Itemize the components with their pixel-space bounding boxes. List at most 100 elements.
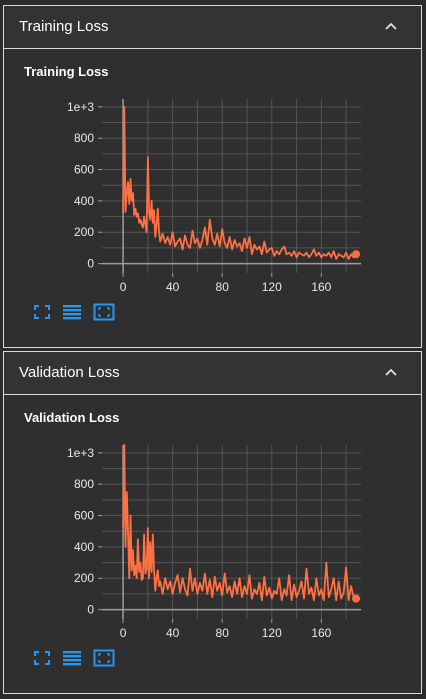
data-point	[341, 255, 342, 256]
data-point	[341, 598, 342, 599]
y-tick-label: 400	[74, 194, 94, 208]
chevron-up-icon[interactable]	[383, 364, 399, 380]
data-point	[137, 213, 138, 214]
data-point	[338, 254, 339, 255]
data-point	[279, 578, 280, 579]
data-point	[331, 257, 332, 258]
data-point	[246, 593, 247, 594]
data-point	[346, 252, 347, 253]
y-tick-label: 0	[87, 257, 94, 271]
data-point	[306, 568, 307, 569]
x-tick-label: 120	[262, 626, 282, 640]
data-point	[214, 244, 215, 245]
data-point	[229, 585, 230, 586]
data-point	[162, 233, 163, 234]
data-point	[134, 575, 135, 576]
data-point	[254, 244, 255, 245]
data-point	[150, 219, 151, 220]
data-point	[214, 576, 215, 577]
data-point	[311, 587, 312, 588]
data-point	[217, 590, 218, 591]
data-point	[202, 590, 203, 591]
data-point	[316, 255, 317, 256]
data-point	[150, 542, 151, 543]
data-point	[122, 527, 123, 528]
y-tick-label: 600	[74, 509, 94, 523]
data-point	[261, 254, 262, 255]
data-point	[175, 246, 176, 247]
list-icon[interactable]	[61, 303, 83, 321]
data-point	[318, 252, 319, 253]
data-point	[147, 527, 148, 528]
data-point	[251, 254, 252, 255]
data-point	[224, 573, 225, 574]
x-tick-label: 40	[166, 626, 180, 640]
data-point	[266, 595, 267, 596]
x-tick-label: 0	[120, 626, 127, 640]
data-point	[239, 578, 240, 579]
data-point	[244, 238, 245, 239]
y-tick-label: 200	[74, 225, 94, 239]
data-point	[274, 590, 275, 591]
data-point	[328, 596, 329, 597]
last-point-marker	[352, 595, 360, 603]
y-tick-label: 600	[74, 163, 94, 177]
data-point	[122, 213, 123, 214]
data-point	[301, 581, 302, 582]
data-point	[266, 252, 267, 253]
data-point	[197, 238, 198, 239]
data-point	[219, 582, 220, 583]
data-point	[184, 589, 185, 590]
data-point	[308, 593, 309, 594]
data-point	[207, 593, 208, 594]
data-point	[343, 257, 344, 258]
data-point	[219, 246, 220, 247]
data-point	[264, 576, 265, 577]
list-icon[interactable]	[61, 649, 83, 667]
data-point	[212, 238, 213, 239]
data-point	[148, 578, 149, 579]
data-point	[125, 211, 126, 212]
data-point	[172, 232, 173, 233]
data-point	[145, 573, 146, 574]
data-point	[244, 585, 245, 586]
data-point	[246, 247, 247, 248]
data-point	[135, 208, 136, 209]
data-point	[158, 230, 159, 231]
fit-domain-icon[interactable]	[93, 303, 115, 321]
data-point	[232, 596, 233, 597]
data-point	[135, 565, 136, 566]
data-point	[124, 444, 125, 445]
y-tick-label: 0	[87, 603, 94, 617]
data-point	[301, 254, 302, 255]
data-point	[199, 247, 200, 248]
fullscreen-icon[interactable]	[31, 303, 53, 321]
data-point	[227, 247, 228, 248]
data-point	[158, 585, 159, 586]
section-title: Validation Loss	[19, 364, 120, 381]
data-point	[256, 593, 257, 594]
data-point	[350, 254, 351, 255]
data-point	[321, 257, 322, 258]
data-point	[286, 595, 287, 596]
data-point	[271, 247, 272, 248]
fullscreen-icon[interactable]	[31, 649, 53, 667]
data-point	[192, 590, 193, 591]
x-tick-label: 160	[311, 626, 331, 640]
data-point	[249, 575, 250, 576]
data-point	[241, 596, 242, 597]
data-point	[236, 246, 237, 247]
validation-loss-header[interactable]: Validation Loss	[3, 351, 422, 395]
data-point	[281, 600, 282, 601]
chevron-up-icon[interactable]	[383, 18, 399, 34]
y-tick-label: 1e+3	[67, 446, 94, 460]
data-point	[333, 250, 334, 251]
data-point	[224, 243, 225, 244]
data-point	[147, 156, 148, 157]
data-point	[165, 243, 166, 244]
data-point	[264, 241, 265, 242]
fit-domain-icon[interactable]	[93, 649, 115, 667]
data-point	[160, 581, 161, 582]
training-loss-header[interactable]: Training Loss	[3, 5, 422, 49]
data-point	[338, 581, 339, 582]
